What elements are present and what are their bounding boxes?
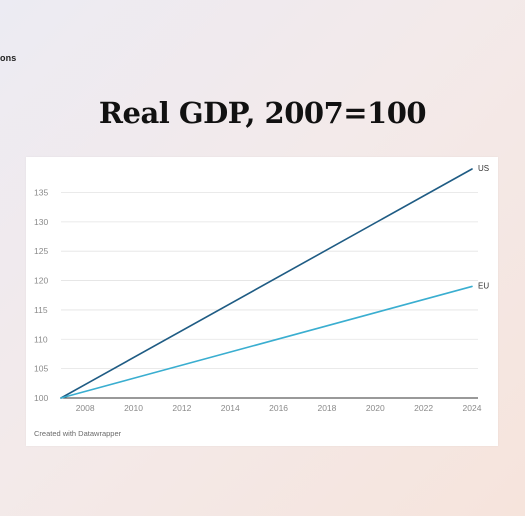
y-tick-label: 115 [34,305,48,315]
x-tick-label: 2016 [269,403,288,413]
x-tick-label: 2008 [76,403,95,413]
chart-credit: Created with Datawrapper [34,429,122,438]
chart-card: 100 105 110 115 120 125 130 135 2008 2010 2012 2014… [26,157,498,446]
x-tick-label: 2012 [172,403,191,413]
line-chart: 100 105 110 115 120 125 130 135 2008 2010 2012 2014… [34,164,489,413]
series-label-eu: EU [478,281,489,290]
series-line-us [60,168,473,399]
y-tick-label: 100 [34,393,48,403]
x-tick-label: 2022 [414,403,433,413]
slide-title: Real GDP, 2007=100 [98,96,427,130]
y-tick-label: 105 [34,364,48,374]
y-tick-label: 110 [34,334,48,344]
y-tick-label: 130 [34,217,48,227]
y-tick-label: 120 [34,276,48,286]
x-tick-label: 2010 [124,403,143,413]
series-line-eu [60,285,473,399]
series-label-us: US [478,164,489,173]
x-tick-label: 2020 [366,403,385,413]
y-tick-label: 135 [34,187,48,197]
x-tick-label: 2014 [221,403,240,413]
x-tick-label: 2018 [317,403,336,413]
header-fragment-text: ons [0,53,17,63]
x-tick-label: 2024 [463,403,482,413]
y-tick-label: 125 [34,246,48,256]
